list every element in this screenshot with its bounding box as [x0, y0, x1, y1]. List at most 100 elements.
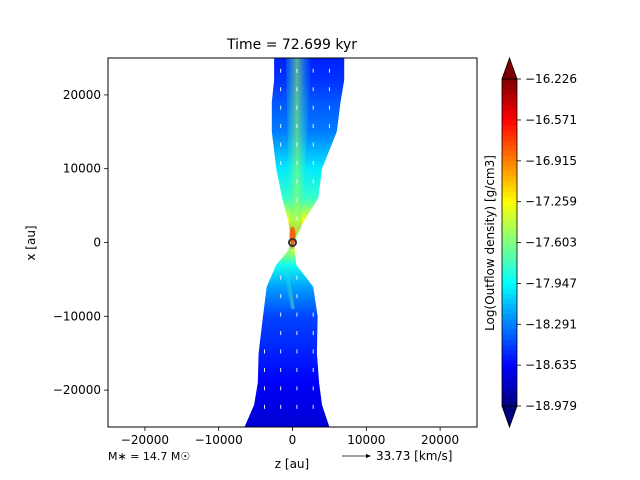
- colorbar-band: [502, 135, 517, 141]
- colorbar-tick-label: −18.635: [525, 358, 577, 372]
- colorbar-band: [502, 262, 517, 269]
- colorbar-band: [502, 385, 517, 392]
- colorbar-band: [502, 319, 517, 325]
- colorbar-bands: [502, 79, 517, 407]
- colorbar-min-extension: [501, 405, 518, 429]
- x-tick-label: 10000: [347, 433, 385, 447]
- colorbar-band: [502, 283, 517, 289]
- colorbar-band: [502, 124, 517, 131]
- colorbar-band: [502, 354, 517, 361]
- vector-key: 33.73 [km/s]: [342, 449, 452, 463]
- x-tick-label: 0: [289, 433, 297, 447]
- colorbar-band: [502, 400, 517, 407]
- colorbar-band: [502, 150, 517, 157]
- colorbar-band: [502, 89, 517, 95]
- colorbar-band: [502, 130, 517, 136]
- colorbar-ticks: −16.226 −16.571 −16.915 −17.259 −17.603 −17.9…: [517, 72, 577, 413]
- colorbar-band: [502, 191, 517, 197]
- y-tick-label: 20000: [63, 88, 101, 102]
- colorbar-tick-label: −16.571: [525, 113, 577, 127]
- colorbar-band: [502, 303, 517, 310]
- colorbar: −16.226 −16.571 −16.915 −17.259 −17.603 −17.9…: [483, 56, 577, 429]
- colorbar-band: [502, 257, 517, 264]
- colorbar-band: [502, 380, 517, 386]
- colorbar-tick-label: −18.979: [525, 399, 577, 413]
- colorbar-band: [502, 84, 517, 90]
- colorbar-tick-label: −17.259: [525, 195, 577, 209]
- colorbar-band: [502, 216, 517, 223]
- colorbar-band: [502, 360, 517, 366]
- colorbar-band: [502, 314, 517, 320]
- colorbar-band: [502, 196, 517, 203]
- colorbar-band: [502, 237, 517, 243]
- vector-key-label: 33.73 [km/s]: [376, 449, 452, 463]
- colorbar-band: [502, 268, 517, 274]
- colorbar-band: [502, 247, 517, 254]
- colorbar-band: [502, 365, 517, 371]
- y-axis-ticks: 20000 10000 0 −10000 −20000: [53, 88, 108, 397]
- colorbar-band: [502, 395, 517, 402]
- colorbar-band: [502, 181, 517, 187]
- velocity-vectors: [264, 68, 330, 409]
- colorbar-band: [502, 288, 517, 294]
- colorbar-band: [502, 232, 517, 238]
- colorbar-band: [502, 375, 517, 381]
- colorbar-band: [502, 176, 517, 182]
- colorbar-band: [502, 186, 517, 192]
- colorbar-band: [502, 273, 517, 279]
- colorbar-band: [502, 242, 517, 249]
- x-tick-label: 20000: [421, 433, 459, 447]
- colorbar-band: [502, 308, 517, 315]
- y-tick-label: 0: [93, 236, 101, 250]
- y-tick-label: −10000: [53, 309, 101, 323]
- y-axis-label: x [au]: [24, 225, 38, 260]
- colorbar-band: [502, 201, 517, 208]
- colorbar-band: [502, 222, 517, 228]
- colorbar-max-extension: [501, 56, 518, 80]
- colorbar-band: [502, 211, 517, 218]
- x-tick-label: −10000: [195, 433, 243, 447]
- colorbar-band: [502, 334, 517, 340]
- vector-key-arrowhead: [366, 454, 371, 458]
- colorbar-band: [502, 145, 517, 151]
- colorbar-label: Log(Outflow density) [g/cm3]: [483, 155, 497, 331]
- x-tick-label: −20000: [121, 433, 169, 447]
- stellar-mass-label: M∗ = 14.7 M☉: [108, 450, 190, 463]
- colorbar-band: [502, 114, 517, 121]
- colorbar-band: [502, 370, 517, 376]
- colorbar-tick-label: −18.291: [525, 317, 577, 331]
- colorbar-band: [502, 160, 517, 167]
- colorbar-band: [502, 79, 517, 85]
- colorbar-band: [502, 165, 517, 172]
- colorbar-band: [502, 298, 517, 305]
- x-axis-label: z [au]: [275, 457, 309, 471]
- plot-area: [244, 58, 345, 427]
- colorbar-tick-label: −16.915: [525, 154, 577, 168]
- colorbar-band: [502, 109, 517, 116]
- colorbar-tick-label: −16.226: [525, 72, 577, 86]
- outflow-region: [244, 58, 345, 427]
- colorbar-band: [502, 140, 517, 146]
- outflow-hotspot: [289, 226, 296, 245]
- colorbar-band: [502, 206, 517, 213]
- colorbar-band: [502, 170, 517, 177]
- colorbar-band: [502, 339, 517, 346]
- star-marker: [288, 238, 297, 247]
- colorbar-band: [502, 119, 517, 126]
- colorbar-band: [502, 324, 517, 330]
- colorbar-band: [502, 349, 517, 356]
- x-axis-ticks: −20000 −10000 0 10000 20000: [121, 427, 459, 447]
- colorbar-band: [502, 94, 517, 100]
- y-tick-label: 10000: [63, 162, 101, 176]
- colorbar-band: [502, 99, 517, 105]
- colorbar-band: [502, 293, 517, 300]
- colorbar-band: [502, 344, 517, 351]
- colorbar-tick-label: −17.603: [525, 236, 577, 250]
- chart-title: Time = 72.699 kyr: [226, 37, 357, 53]
- colorbar-band: [502, 155, 517, 162]
- y-tick-label: −20000: [53, 383, 101, 397]
- colorbar-band: [502, 227, 517, 233]
- colorbar-tick-label: −17.947: [525, 276, 577, 290]
- colorbar-band: [502, 390, 517, 397]
